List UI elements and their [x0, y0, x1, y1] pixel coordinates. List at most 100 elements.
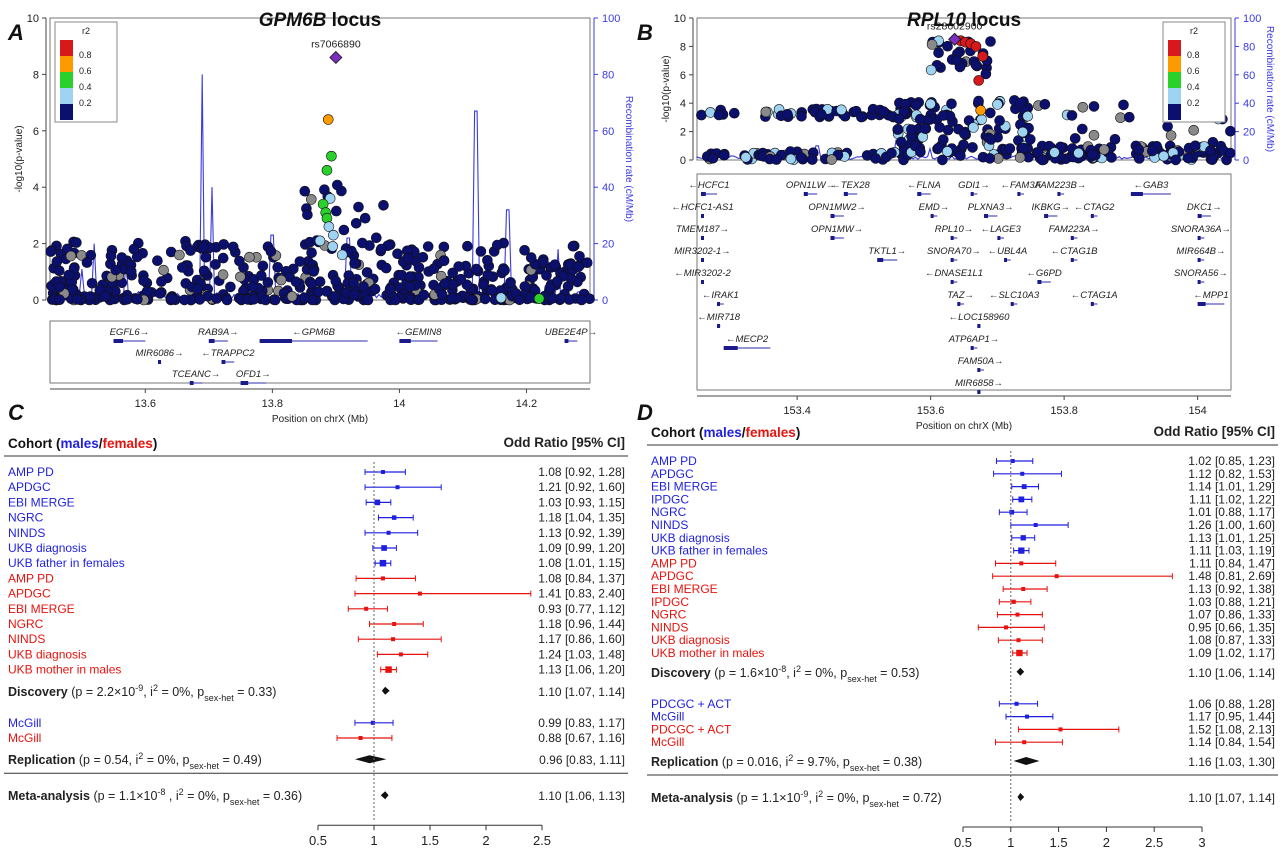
gene-exon: [701, 258, 704, 262]
gene-label: ←TEX28: [831, 180, 870, 191]
or-text: 1.08 [0.92, 1.28]: [538, 465, 625, 479]
snp-point: [138, 275, 149, 286]
snp-point: [370, 232, 382, 244]
summary-name: Discovery: [8, 685, 68, 699]
snp-point: [895, 136, 907, 148]
gene-label: ←G6PD: [1026, 268, 1062, 279]
snp-point: [937, 110, 949, 121]
snp-point: [234, 255, 245, 267]
gene-exon: [957, 302, 961, 306]
cohort-label: EBI MERGE: [651, 480, 718, 494]
cohort-label: UKB diagnosis: [8, 647, 87, 661]
gene-label: ←DNASE1L1: [925, 268, 983, 279]
snp-point: [470, 263, 482, 275]
summary-stat: sex-het: [230, 797, 260, 807]
snp-point: [306, 247, 317, 258]
legend-swatch: [1168, 72, 1181, 88]
legend-title: r2: [1190, 26, 1198, 36]
x-axis-label: Position on chrX (Mb): [916, 421, 1012, 432]
summary-label: Discovery (p = 2.2×10-9, i2 = 0%, psex-h…: [8, 683, 276, 703]
or-text: 1.52 [1.08, 2.13]: [1188, 722, 1275, 736]
cohort-label: UKB mother in males: [8, 663, 121, 677]
gene-exon: [930, 214, 934, 218]
gene-exon: [1010, 302, 1014, 306]
snp-point: [1190, 140, 1201, 152]
snp-point: [574, 250, 585, 262]
summary-diamond: [380, 791, 389, 800]
snp-point: [308, 266, 319, 277]
summary-diamond: [1016, 667, 1025, 676]
snp-point: [1017, 126, 1029, 138]
snp-point: [330, 205, 342, 217]
gene-label: MIR6086→: [136, 348, 184, 359]
gene-exon: [830, 236, 835, 240]
snp-point: [836, 104, 847, 116]
summary-stat: 2: [138, 751, 143, 761]
cohort-label: NINDS: [8, 632, 45, 646]
or-text: 0.88 [0.67, 1.16]: [538, 731, 625, 745]
summary-text: 1.16 [1.03, 1.30]: [1188, 755, 1275, 769]
legend-title: r2: [82, 26, 90, 36]
or-point: [417, 591, 422, 596]
snp-point-ld: [321, 164, 333, 176]
or-point: [1018, 547, 1025, 554]
cohort-label: NINDS: [8, 526, 45, 540]
snp-point: [198, 265, 210, 277]
summary-stat: = 0%, p: [158, 685, 204, 699]
snp-point: [125, 266, 137, 277]
snp-point: [65, 250, 77, 262]
snp-point: [418, 289, 430, 301]
gene-exon: [564, 339, 569, 343]
gene-exon: [984, 214, 989, 218]
snp-point: [878, 106, 889, 117]
snp-point: [796, 111, 807, 122]
snp-point: [63, 269, 75, 281]
snp-point: [985, 134, 997, 145]
cohort-label: AMP PD: [651, 454, 697, 468]
or-text: 1.02 [0.85, 1.23]: [1188, 454, 1275, 468]
gene-label: ←FAM3A: [1001, 180, 1041, 191]
snp-point: [1188, 125, 1199, 136]
summary-name: Discovery: [651, 666, 711, 680]
or-text: 1.01 [0.88, 1.17]: [1188, 505, 1275, 519]
title-suffix: locus: [966, 10, 1021, 31]
gene-label: ←LOC158960: [949, 312, 1010, 323]
gene-exon: [1197, 236, 1201, 240]
y-right-tick-label: 60: [1243, 70, 1255, 82]
or-text: 1.06 [0.88, 1.28]: [1188, 697, 1275, 711]
x-tick-label: 14.2: [516, 398, 537, 410]
summary-stat: sex-het: [850, 763, 880, 773]
legend-swatch: [60, 72, 73, 88]
gene-label: MIR3202-1→: [674, 246, 731, 257]
snp-point: [538, 256, 549, 268]
cohort-label: NGRC: [8, 511, 44, 525]
y-right-tick-label: 80: [602, 69, 614, 81]
cohort-label: IPDGC: [651, 595, 689, 609]
snp-point-ld: [533, 293, 545, 304]
or-text: 1.13 [0.92, 1.38]: [1188, 582, 1275, 596]
snp-point: [555, 292, 567, 304]
summary-stat: , i: [165, 789, 178, 803]
title-gene: GPM6B: [259, 10, 327, 31]
summary-diamond: [381, 686, 390, 695]
snp-point-ld: [323, 221, 335, 232]
snp-point: [321, 286, 332, 297]
gene-exon: [1057, 192, 1061, 196]
snp-point: [870, 153, 881, 164]
gene-label: SNORA56→: [1174, 268, 1228, 279]
summary-stat: 2: [788, 753, 793, 763]
or-text: 0.95 [0.66, 1.35]: [1188, 620, 1275, 634]
snp-point: [438, 255, 450, 267]
y-axis-label: -log10(p-value): [14, 125, 25, 192]
gene-exon: [158, 360, 161, 364]
gene-label: RAB9A→: [198, 327, 239, 338]
summary-stat: -8: [778, 664, 786, 674]
snp-point-ld: [970, 41, 982, 52]
snp-point: [110, 264, 121, 276]
gene-label: ←SLC10A3: [989, 290, 1040, 301]
gene-label: ATP6AP1→: [948, 334, 1000, 345]
gene-track-frame: [49, 320, 591, 384]
snp-point: [815, 109, 827, 120]
gene-label: ←HCFC1: [688, 180, 729, 191]
snp-point: [1069, 133, 1081, 144]
